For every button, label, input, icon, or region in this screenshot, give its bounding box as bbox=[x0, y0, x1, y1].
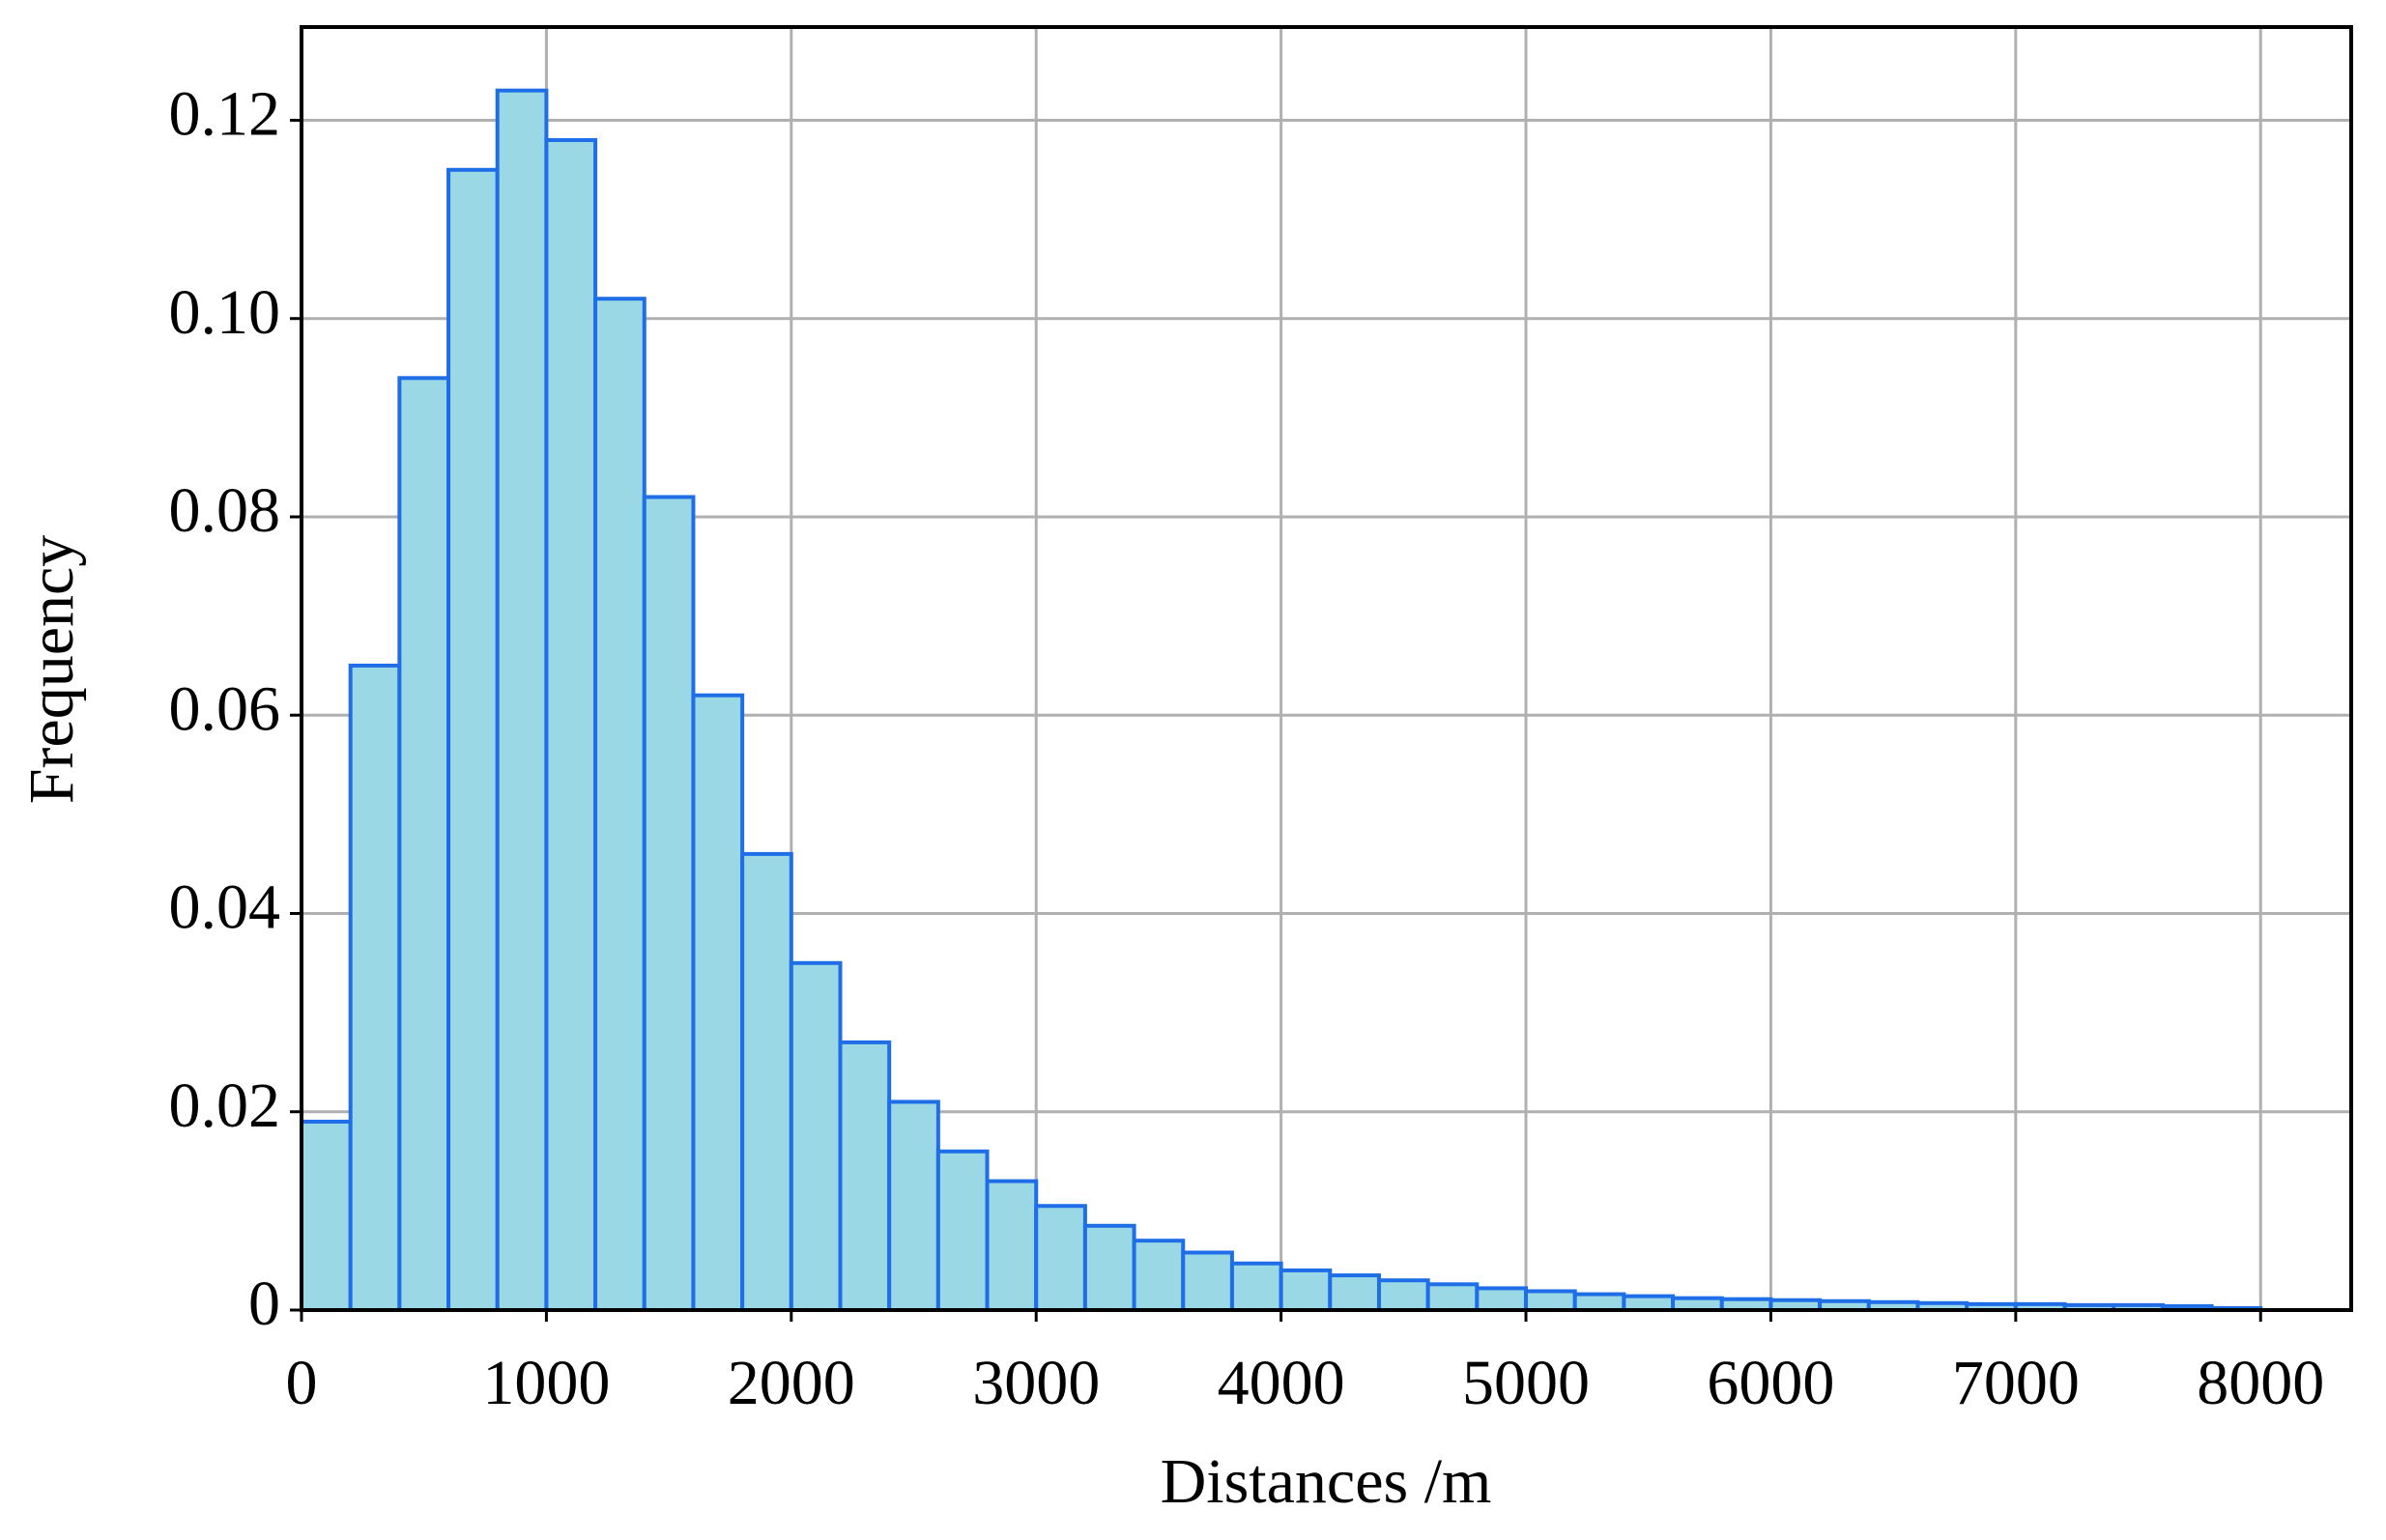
bar bbox=[1082, 1223, 1136, 1312]
bar bbox=[1034, 1204, 1087, 1312]
x-tick-label: 5000 bbox=[1462, 1348, 1590, 1418]
bar bbox=[740, 851, 793, 1312]
bar bbox=[691, 693, 745, 1312]
y-tick-label: 0.04 bbox=[169, 872, 281, 943]
bar bbox=[1524, 1289, 1577, 1312]
bar bbox=[838, 1040, 892, 1313]
bar bbox=[446, 167, 500, 1313]
bar bbox=[1328, 1273, 1381, 1312]
bar bbox=[348, 663, 402, 1312]
bar bbox=[642, 495, 696, 1312]
plot-frame bbox=[300, 25, 2353, 1312]
y-tick-label: 0.12 bbox=[169, 79, 281, 150]
bar bbox=[1572, 1292, 1626, 1312]
bar bbox=[1622, 1294, 1676, 1313]
y-tick-label: 0.06 bbox=[169, 673, 281, 744]
bar bbox=[985, 1179, 1039, 1312]
bar bbox=[1229, 1261, 1283, 1312]
y-tick-label: 0.02 bbox=[169, 1070, 281, 1141]
y-tick-label: 0.08 bbox=[169, 475, 281, 546]
x-tick-label: 8000 bbox=[2197, 1348, 2324, 1418]
x-tick-label: 6000 bbox=[1707, 1348, 1834, 1418]
x-tick-label: 1000 bbox=[482, 1348, 610, 1418]
bar bbox=[1279, 1268, 1333, 1312]
x-tick-label: 7000 bbox=[1952, 1348, 2080, 1418]
bar bbox=[593, 297, 647, 1313]
bar bbox=[1475, 1286, 1529, 1313]
bar bbox=[935, 1149, 990, 1313]
x-tick-label: 0 bbox=[286, 1348, 318, 1418]
bar bbox=[300, 1120, 353, 1312]
x-tick-label: 2000 bbox=[728, 1348, 855, 1418]
x-axis-label: Distances /m bbox=[1161, 1446, 1492, 1517]
x-tick-label: 4000 bbox=[1218, 1348, 1345, 1418]
bar bbox=[887, 1099, 940, 1312]
bar bbox=[1425, 1282, 1480, 1313]
bar bbox=[789, 960, 843, 1312]
bar bbox=[397, 376, 451, 1312]
bar bbox=[544, 137, 598, 1312]
bar bbox=[495, 88, 549, 1312]
bar bbox=[1181, 1250, 1234, 1313]
bar bbox=[1132, 1239, 1186, 1313]
bar bbox=[1376, 1278, 1430, 1313]
y-tick-label: 0 bbox=[248, 1269, 280, 1339]
y-axis-label: Frequency bbox=[16, 535, 87, 805]
x-tick-label: 3000 bbox=[972, 1348, 1100, 1418]
y-tick-label: 0.10 bbox=[169, 277, 281, 348]
